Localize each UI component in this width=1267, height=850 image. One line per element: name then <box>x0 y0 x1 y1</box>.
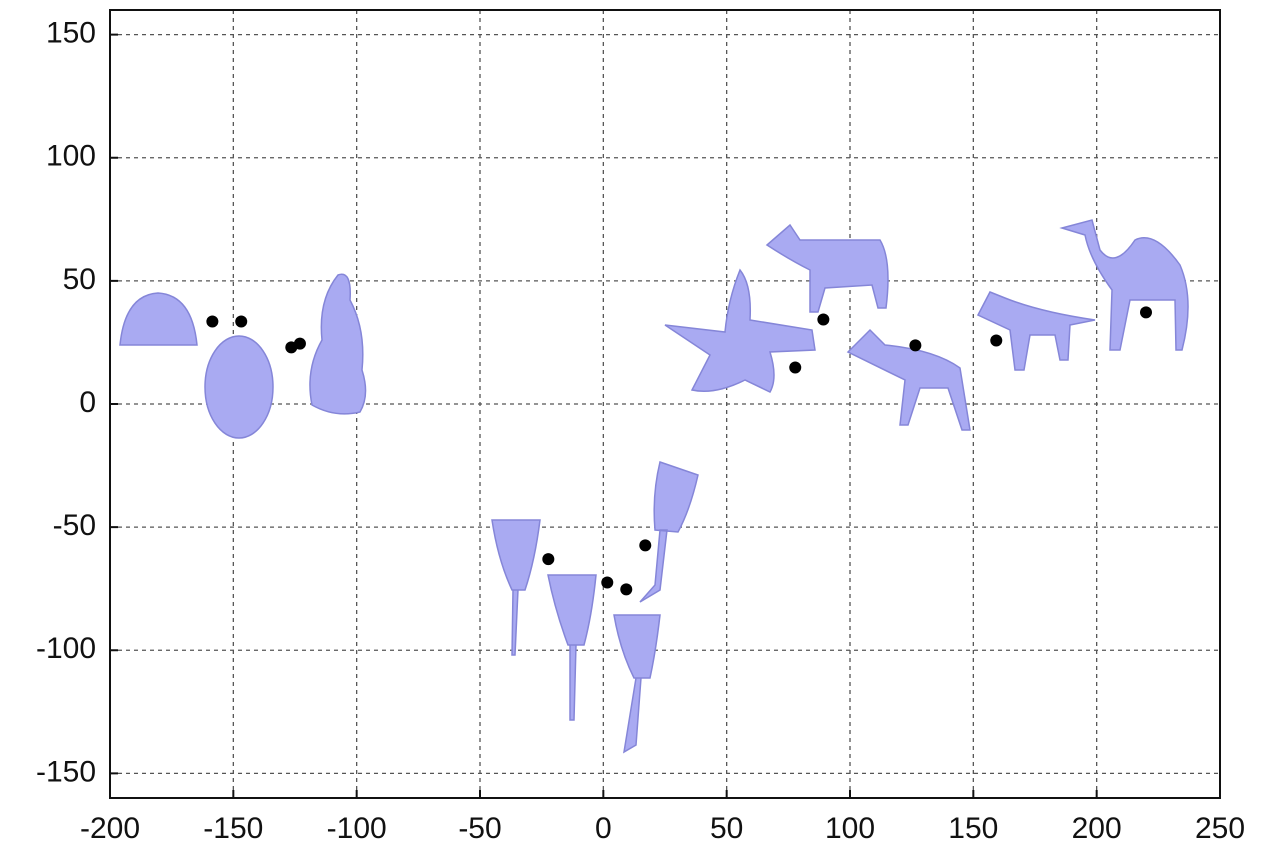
x-tick-label: 100 <box>825 812 875 845</box>
x-tick-label: 150 <box>948 812 998 845</box>
camel-shape <box>1062 220 1188 350</box>
x-tick-label: -50 <box>458 812 501 845</box>
tulip-shape <box>640 462 698 602</box>
tulip-shape <box>614 615 660 752</box>
point <box>620 583 632 595</box>
point <box>817 314 829 326</box>
x-tick-label: 0 <box>595 812 612 845</box>
x-tick-label: -200 <box>80 812 140 845</box>
x-tick-label: -150 <box>203 812 263 845</box>
horse-shape <box>848 330 970 430</box>
cat-shape <box>978 292 1095 370</box>
point <box>909 339 921 351</box>
x-tick-label: 250 <box>1195 812 1245 845</box>
hat-shape <box>120 293 197 345</box>
point <box>639 539 651 551</box>
point <box>294 338 306 350</box>
chart: -150 -100 -50 0 50 100 150 -200 -150 -100 -50 0 50 10… <box>0 0 1267 850</box>
point <box>990 334 1002 346</box>
point <box>789 362 801 374</box>
illustrations <box>120 220 1188 752</box>
tulip-shape <box>548 575 596 720</box>
y-tick-label: 50 <box>63 263 96 296</box>
y-tick-label: 150 <box>46 17 96 50</box>
point <box>235 316 247 328</box>
x-tick-label: 200 <box>1072 812 1122 845</box>
y-tick-label: -50 <box>53 509 96 542</box>
y-tick-label: -100 <box>36 632 96 665</box>
x-tick-label: -100 <box>327 812 387 845</box>
point <box>1140 306 1152 318</box>
tulip-shape <box>492 520 540 655</box>
point <box>601 577 613 589</box>
cow-shape <box>767 225 888 312</box>
figure-shape <box>665 270 815 392</box>
y-tick-label: -150 <box>36 755 96 788</box>
point <box>542 553 554 565</box>
y-tick-label: 0 <box>79 386 96 419</box>
x-tick-label: 50 <box>710 812 743 845</box>
grid <box>110 10 1220 798</box>
y-tick-label: 100 <box>46 140 96 173</box>
egg-shape <box>205 336 273 438</box>
rabbit-shape <box>310 274 366 414</box>
point <box>206 316 218 328</box>
